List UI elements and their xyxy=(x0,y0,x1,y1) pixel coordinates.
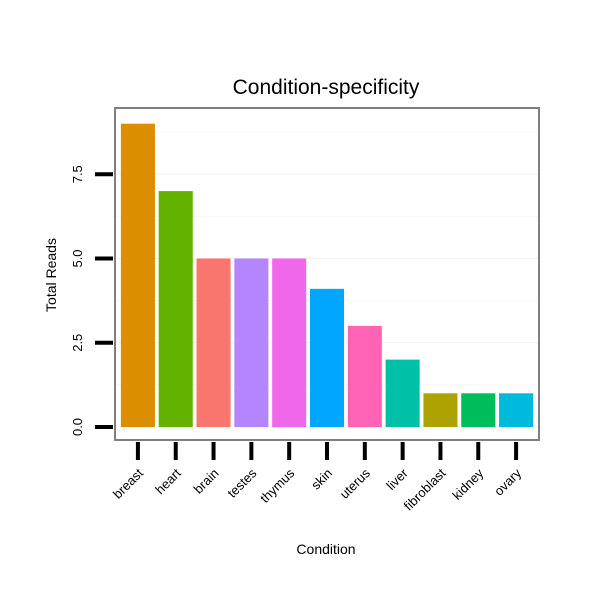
x-tick-label-ovary: ovary xyxy=(491,465,524,498)
x-tick-label-skin: skin xyxy=(308,466,335,493)
x-tick-label-testes: testes xyxy=(224,465,259,500)
bar-heart xyxy=(158,191,193,427)
bar-fibroblast xyxy=(423,393,458,427)
bar-testes xyxy=(234,258,269,427)
x-tick-label-breast: breast xyxy=(110,465,146,501)
bar-kidney xyxy=(461,393,496,427)
bar-liver xyxy=(385,359,420,427)
x-tick-label-thymus: thymus xyxy=(257,465,298,506)
y-tick-label: 5.0 xyxy=(70,249,85,267)
x-tick-label-liver: liver xyxy=(383,465,411,493)
x-tick-label-fibroblast: fibroblast xyxy=(401,465,449,513)
y-tick-label: 7.5 xyxy=(70,165,85,183)
bar-brain xyxy=(196,258,231,427)
bar-breast xyxy=(120,123,155,427)
bar-skin xyxy=(309,288,345,427)
bar-ovary xyxy=(499,393,534,427)
y-axis: 0.0 2.5 5.0 7.5 xyxy=(70,165,113,436)
y-axis-title: Total Reads xyxy=(43,238,59,312)
y-tick-label: 0.0 xyxy=(70,418,85,436)
chart-title: Condition-specificity xyxy=(233,76,420,99)
bar-thymus xyxy=(272,258,307,427)
x-tick-label-uterus: uterus xyxy=(337,465,374,502)
bar-uterus xyxy=(347,325,382,427)
x-tick-label-heart: heart xyxy=(152,465,184,497)
y-tick-label: 2.5 xyxy=(70,334,85,352)
x-axis-title: Condition xyxy=(296,541,355,557)
plot-border xyxy=(114,107,540,441)
bars xyxy=(120,123,534,427)
x-tick-label-kidney: kidney xyxy=(449,465,487,503)
x-tick-label-brain: brain xyxy=(191,466,222,497)
